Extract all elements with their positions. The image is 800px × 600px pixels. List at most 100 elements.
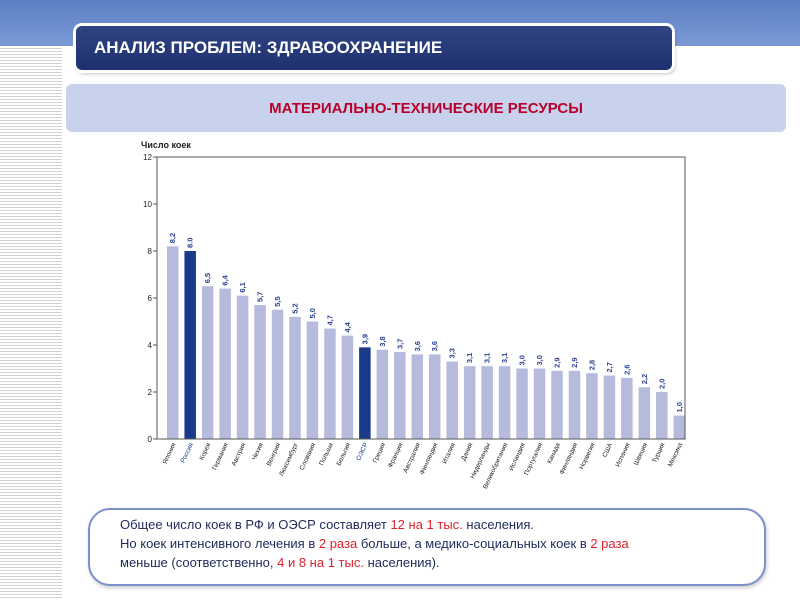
value-label-15: 3,6 bbox=[430, 341, 439, 351]
value-label-7: 5,2 bbox=[291, 303, 300, 313]
bar-28 bbox=[656, 392, 668, 439]
value-label-24: 2,8 bbox=[587, 360, 596, 370]
category-label-3: Германия bbox=[211, 441, 230, 471]
value-label-19: 3,1 bbox=[500, 353, 509, 363]
value-label-25: 2,7 bbox=[605, 362, 614, 372]
note-text: населения). bbox=[363, 555, 440, 570]
note-text: населения. bbox=[462, 517, 535, 532]
note-line-1: Общее число коек в РФ и ОЭСР составляет … bbox=[120, 515, 770, 534]
value-label-10: 4,4 bbox=[343, 321, 352, 332]
note-text: больше, а медико-социальных коек в bbox=[357, 536, 591, 551]
bar-5 bbox=[254, 305, 266, 439]
y-tick-label-2: 4 bbox=[148, 341, 153, 350]
bar-3 bbox=[219, 288, 231, 439]
y-tick-label-0: 0 bbox=[148, 435, 153, 444]
value-label-29: 1,0 bbox=[675, 402, 684, 412]
value-label-20: 3,0 bbox=[518, 355, 527, 365]
category-label-27: Швеция bbox=[633, 441, 650, 466]
bar-10 bbox=[341, 335, 354, 439]
value-label-28: 2,0 bbox=[657, 379, 666, 389]
bar-22 bbox=[551, 370, 563, 439]
value-label-13: 3,7 bbox=[395, 339, 404, 349]
bar-8 bbox=[306, 321, 319, 439]
note-text: меньше (соответственно, bbox=[120, 555, 278, 570]
category-label-4: Австрия bbox=[231, 441, 248, 467]
bar-26 bbox=[621, 377, 633, 439]
y-tick-label-5: 10 bbox=[143, 200, 152, 209]
bar-14 bbox=[411, 354, 424, 439]
value-label-2: 6,5 bbox=[203, 273, 212, 283]
bar-21 bbox=[533, 368, 546, 439]
bar-20 bbox=[516, 368, 528, 439]
category-label-6: Венгрия bbox=[266, 441, 283, 467]
bar-13 bbox=[394, 352, 406, 439]
category-label-28: Турция bbox=[651, 441, 667, 464]
note-highlight: 4 и 8 на 1 тыс. bbox=[277, 555, 364, 570]
bar-0 bbox=[166, 246, 179, 439]
category-label-0: Япония bbox=[162, 441, 178, 465]
bar-17 bbox=[463, 366, 476, 439]
bar-4 bbox=[236, 295, 249, 439]
bar-23 bbox=[568, 370, 581, 439]
value-label-17: 3,1 bbox=[465, 353, 474, 363]
category-label-5: Чехия bbox=[251, 441, 265, 461]
slide-subtitle: МАТЕРИАЛЬНО-ТЕХНИЧЕСКИЕ РЕСУРСЫ bbox=[66, 84, 786, 132]
value-label-8: 5,0 bbox=[308, 308, 317, 318]
category-label-21: Португалия bbox=[523, 441, 544, 476]
y-tick-label-4: 8 bbox=[148, 247, 153, 256]
note-text: Общее число коек в РФ и ОЭСР составляет bbox=[120, 517, 391, 532]
category-label-29: Мексика bbox=[667, 442, 684, 468]
bar-24 bbox=[586, 373, 598, 439]
value-label-5: 5,7 bbox=[256, 292, 265, 302]
value-label-6: 5,5 bbox=[273, 296, 282, 306]
bar-2 bbox=[201, 286, 214, 439]
value-label-3: 6,4 bbox=[221, 274, 230, 285]
note-line-2: Но коек интенсивного лечения в 2 раза бо… bbox=[120, 534, 770, 553]
value-label-0: 8,2 bbox=[168, 233, 177, 243]
category-label-23: Финляндия bbox=[559, 441, 580, 475]
category-label-10: Бельгия bbox=[336, 441, 353, 466]
value-label-18: 3,1 bbox=[483, 353, 492, 363]
value-label-22: 2,9 bbox=[553, 357, 562, 367]
bar-1 bbox=[184, 251, 196, 439]
value-label-11: 3,9 bbox=[360, 334, 369, 344]
value-label-12: 3,8 bbox=[378, 336, 387, 346]
bar-11 bbox=[359, 347, 371, 439]
bar-15 bbox=[428, 354, 441, 439]
plot-frame bbox=[156, 156, 686, 440]
category-label-8: Словакия bbox=[299, 441, 318, 471]
value-label-1: 8.0 bbox=[186, 238, 195, 248]
category-label-14: Австралия bbox=[402, 441, 422, 474]
slide-title: АНАЛИЗ ПРОБЛЕМ: ЗДРАВООХРАНЕНИЕ bbox=[76, 26, 672, 70]
category-label-2: Корея bbox=[198, 441, 212, 461]
y-axis-label: Число коек bbox=[141, 140, 191, 150]
category-label-9: Польша bbox=[318, 442, 335, 467]
category-label-16: Италия bbox=[441, 441, 457, 464]
category-label-25: США bbox=[602, 441, 615, 458]
category-label-11: ОЭСР bbox=[355, 442, 369, 462]
category-label-24: Норвегия bbox=[578, 441, 597, 470]
y-tick-label-3: 6 bbox=[148, 294, 153, 303]
category-label-15: Финляндия bbox=[419, 441, 440, 475]
summary-note: Общее число коек в РФ и ОЭСР составляет … bbox=[120, 515, 770, 572]
bar-29 bbox=[673, 415, 686, 439]
y-tick-label-6: 12 bbox=[143, 153, 152, 162]
bar-12 bbox=[376, 349, 389, 439]
value-label-14: 3,6 bbox=[413, 341, 422, 351]
category-label-20: Исландия bbox=[508, 441, 527, 471]
value-label-9: 4,7 bbox=[325, 315, 334, 325]
category-label-26: Испания bbox=[614, 441, 631, 468]
bar-18 bbox=[481, 366, 493, 439]
bar-27 bbox=[638, 387, 651, 439]
value-label-27: 2,2 bbox=[640, 374, 649, 384]
bar-16 bbox=[446, 361, 458, 439]
category-label-12: Греция bbox=[372, 441, 388, 464]
value-label-23: 2,9 bbox=[570, 357, 579, 367]
slide-title-text: АНАЛИЗ ПРОБЛЕМ: ЗДРАВООХРАНЕНИЕ bbox=[94, 38, 443, 57]
category-label-13: Франция bbox=[387, 441, 405, 469]
category-label-22: Канада bbox=[546, 442, 562, 465]
bar-19 bbox=[498, 366, 511, 439]
note-line-3: меньше (соответственно, 4 и 8 на 1 тыс. … bbox=[120, 553, 770, 572]
bar-9 bbox=[324, 328, 336, 439]
